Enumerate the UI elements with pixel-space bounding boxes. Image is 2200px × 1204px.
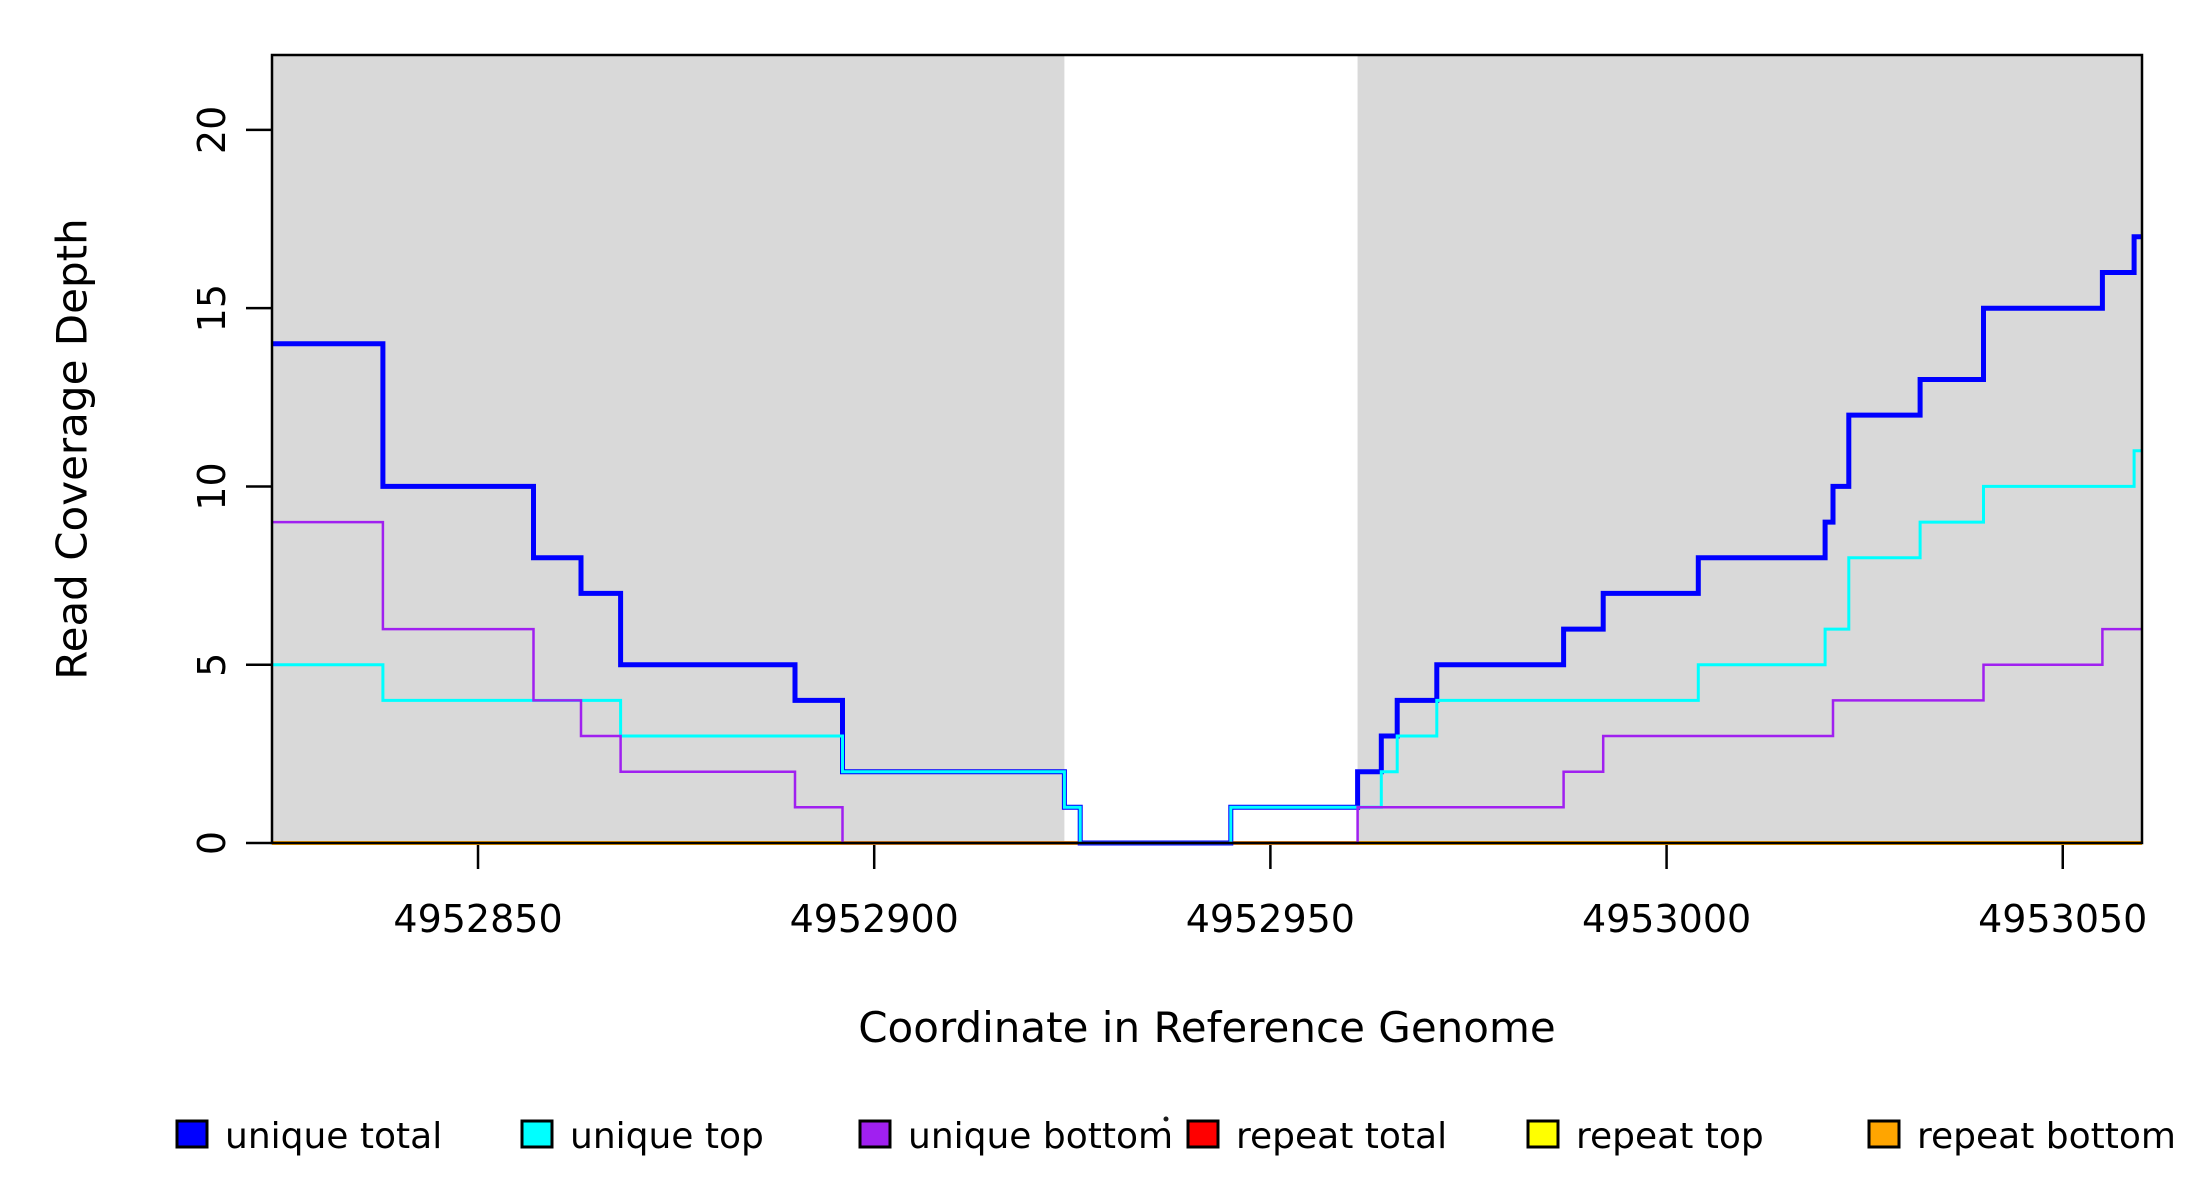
legend-swatch-repeat-bottom [1867, 1119, 1901, 1149]
legend-swatch-repeat-top [1526, 1119, 1560, 1149]
y-axis-tick-label: 5 [190, 653, 234, 677]
shaded-region-0 [272, 55, 1065, 843]
x-axis-tick-label: 4952950 [1186, 897, 1355, 941]
legend-label-unique-total: unique total [225, 1116, 442, 1157]
y-axis-tick-label: 0 [190, 831, 234, 855]
y-axis-tick-label: 20 [190, 106, 234, 154]
legend-swatch-unique-top [520, 1119, 554, 1149]
plot-box [270, 53, 2144, 845]
x-axis-tick-label: 4953050 [1978, 897, 2147, 941]
legend-label-unique-top: unique top [570, 1116, 764, 1157]
x-axis-tick-label: 4952900 [790, 897, 959, 941]
series-unique-top-line [272, 449, 2142, 845]
series-unique-total-line [272, 234, 2142, 846]
y-axis-tick-label: 15 [190, 284, 234, 332]
legend-swatch-unique-total [175, 1119, 209, 1149]
legend-label-repeat-bottom: repeat bottom [1917, 1116, 2176, 1157]
legend-label-repeat-top: repeat top [1576, 1116, 1764, 1157]
y-axis-title: Read Coverage Depth [48, 218, 97, 679]
legend-label-unique-bottom: unique bottom [908, 1116, 1173, 1157]
legend-label-repeat-total: repeat total [1236, 1116, 1447, 1157]
shaded-region-1 [1357, 55, 2142, 843]
stray-dot [1163, 1116, 1169, 1122]
x-axis-tick-label: 4952850 [393, 897, 562, 941]
x-axis-title: Coordinate in Reference Genome [858, 1003, 1556, 1052]
legend-swatch-repeat-total [1186, 1119, 1220, 1149]
y-axis-tick-label: 10 [190, 462, 234, 510]
x-axis-tick-label: 4953000 [1582, 897, 1751, 941]
legend-swatch-unique-bottom [858, 1119, 892, 1149]
